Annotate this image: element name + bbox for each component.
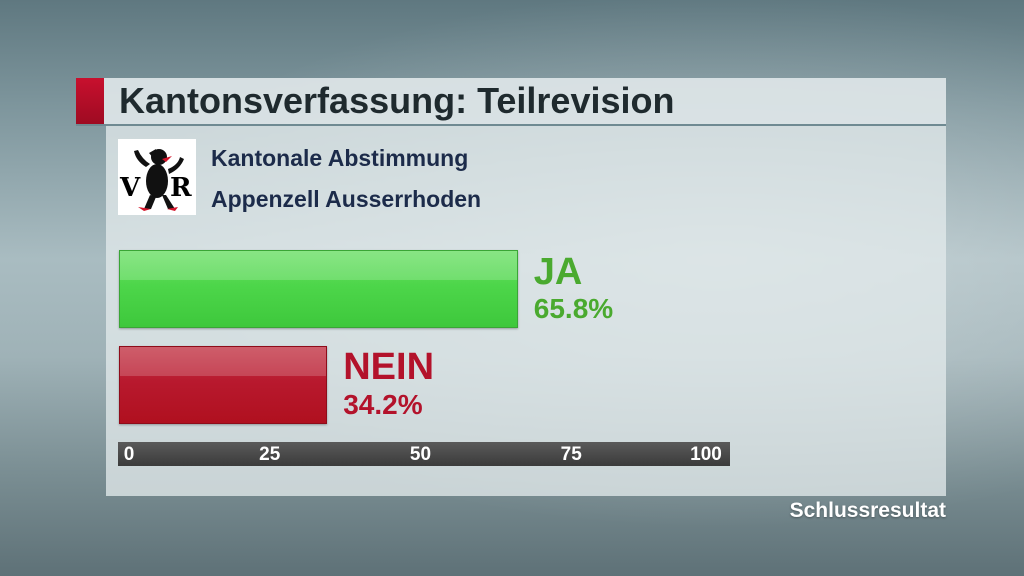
subtitle-vote-type: Kantonale Abstimmung: [211, 145, 469, 171]
page-title: Kantonsverfassung: Teilrevision: [119, 80, 675, 121]
x-tick-label: 75: [560, 444, 582, 465]
logo-graphic: V R: [119, 149, 192, 211]
x-tick-label: 25: [259, 444, 281, 465]
label-nein: NEIN: [343, 346, 435, 388]
subtitle-canton: Appenzell Ausserrhoden: [211, 186, 482, 212]
value-label-ja: 65.8%: [533, 293, 614, 324]
bar-nein: [119, 346, 328, 424]
x-axis: 0 25 50 75 100: [118, 442, 730, 466]
x-tick-label: 100: [690, 444, 722, 465]
title-accent: [76, 78, 104, 124]
x-tick-label: 50: [409, 444, 432, 465]
logo-letter-right: R: [170, 173, 192, 203]
result-status: Schlussresultat: [789, 499, 946, 522]
title-bar: Kantonsverfassung: Teilrevision: [76, 78, 946, 126]
value-label-nein: 34.2%: [343, 389, 423, 420]
bear-figure: [134, 149, 184, 211]
x-tick-label: 0: [123, 444, 135, 465]
label-ja: JA: [533, 251, 583, 293]
bear-coat-of-arms-icon: V R: [118, 139, 196, 215]
bar-ja: [119, 250, 518, 328]
logo-letter-left: V: [119, 173, 141, 203]
